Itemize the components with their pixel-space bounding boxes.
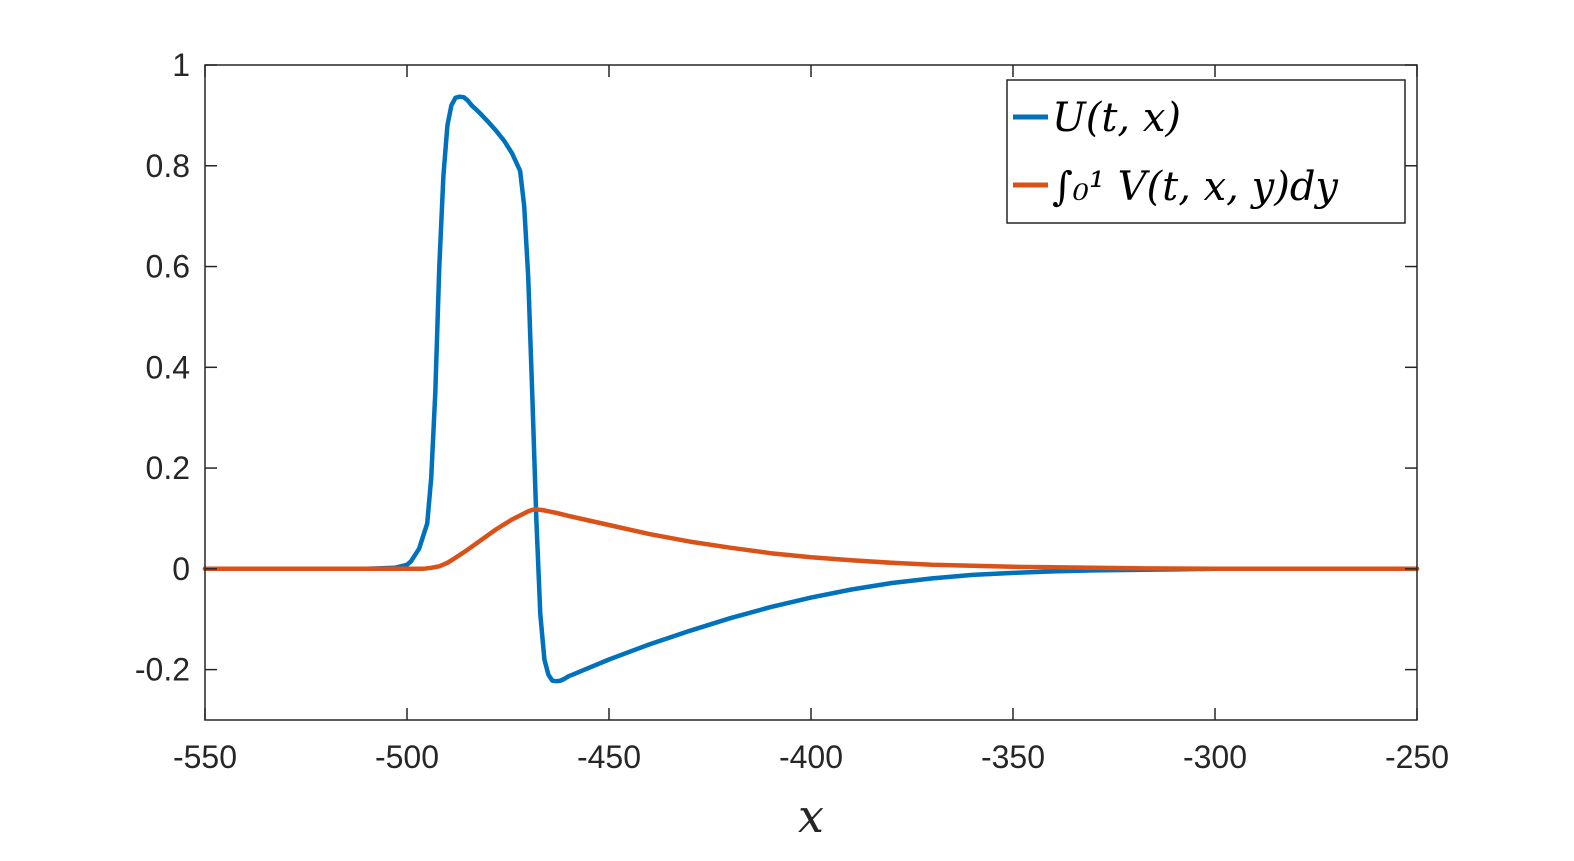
series-layer: [202, 94, 1420, 684]
y-tick-label: 0.2: [146, 450, 190, 486]
series-line-1: [202, 507, 1420, 572]
legend-box: [1006, 79, 1406, 224]
x-axis-label: x: [798, 789, 824, 843]
y-tick-label: 0.8: [146, 148, 190, 184]
ticks-layer: [204, 64, 1418, 720]
x-tick-label: -450: [577, 739, 641, 775]
x-tick-label: -500: [375, 739, 439, 775]
y-tick-label: -0.2: [135, 652, 190, 688]
y-tick-label: 1: [172, 47, 190, 83]
x-tick-label: -400: [779, 739, 843, 775]
y-tick-label: 0: [172, 551, 190, 587]
x-tick-label: -350: [981, 739, 1045, 775]
x-tick-label: -250: [1385, 739, 1449, 775]
legend: U(t, x) ∫₀¹ V(t, x, y)dy: [1006, 79, 1406, 224]
legend-entry-v-integral: ∫₀¹ V(t, x, y)dy: [1052, 164, 1339, 210]
series-line-0: [202, 94, 1420, 684]
y-tick-label: 0.4: [146, 349, 190, 385]
tick-labels-layer: -550 -500 -450 -400 -350 -300 -250 -0.2 0 0.2 0.4 0…: [135, 47, 1449, 775]
y-tick-label: 0.6: [146, 249, 190, 285]
legend-entry-u: U(t, x): [1052, 95, 1181, 141]
x-tick-label: -300: [1183, 739, 1247, 775]
x-tick-label: -550: [173, 739, 237, 775]
